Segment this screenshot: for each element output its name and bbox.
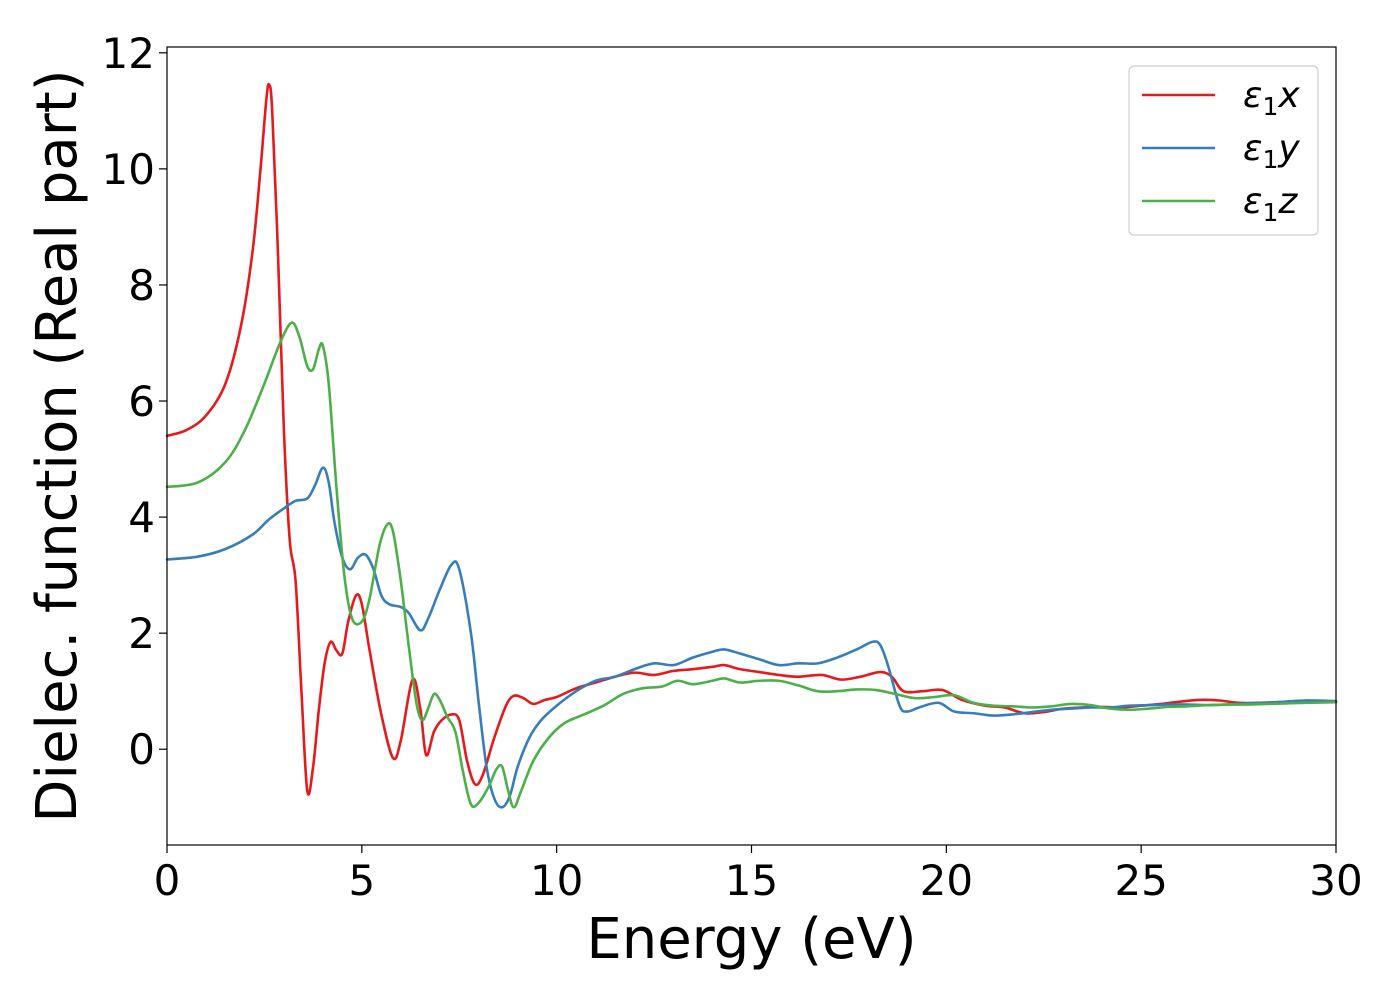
legend-entry-subscript: 1 (1262, 198, 1278, 227)
legend-entry-base: ε (1243, 75, 1262, 116)
series-layer (165, 82, 1338, 809)
legend-entry-suffix: z (1277, 181, 1298, 222)
y-axis-label: Dielec. function (Real part) (25, 69, 90, 822)
y-tick-label: 12 (102, 29, 155, 78)
x-tick-label: 25 (1114, 856, 1167, 905)
y-tick-label: 10 (102, 145, 155, 194)
x-tick-label: 20 (920, 856, 973, 905)
legend-entry-base: ε (1243, 181, 1262, 222)
series-line-z (165, 321, 1338, 809)
x-tick-label: 15 (725, 856, 778, 905)
legend-entry-subscript: 1 (1262, 92, 1278, 121)
legend-entry-subscript: 1 (1262, 145, 1278, 174)
y-tick-label: 6 (128, 377, 155, 426)
series-line-x (165, 82, 1338, 796)
legend-entry-base: ε (1243, 128, 1262, 169)
y-axis-ticks: 0 2 4 6 8 10 12 (102, 29, 167, 774)
legend-entry-suffix: y (1277, 128, 1300, 169)
x-axis-ticks: 0 5 10 15 20 25 30 (154, 845, 1363, 905)
y-tick-label: 0 (128, 725, 155, 774)
legend-entry-x: ε1x (1243, 75, 1300, 121)
x-axis-label: Energy (eV) (586, 907, 916, 972)
series-line-y (165, 466, 1338, 809)
y-tick-label: 4 (128, 493, 155, 542)
legend-entry-y: ε1y (1243, 128, 1300, 174)
x-tick-label: 5 (348, 856, 375, 905)
legend-entry-suffix: x (1277, 75, 1300, 116)
legend-entry-z: ε1z (1243, 181, 1298, 227)
x-tick-label: 0 (154, 856, 181, 905)
y-tick-label: 8 (128, 261, 155, 310)
x-tick-label: 30 (1309, 856, 1362, 905)
x-tick-label: 10 (530, 856, 583, 905)
legend-box (1128, 65, 1319, 236)
y-tick-label: 2 (128, 609, 155, 658)
